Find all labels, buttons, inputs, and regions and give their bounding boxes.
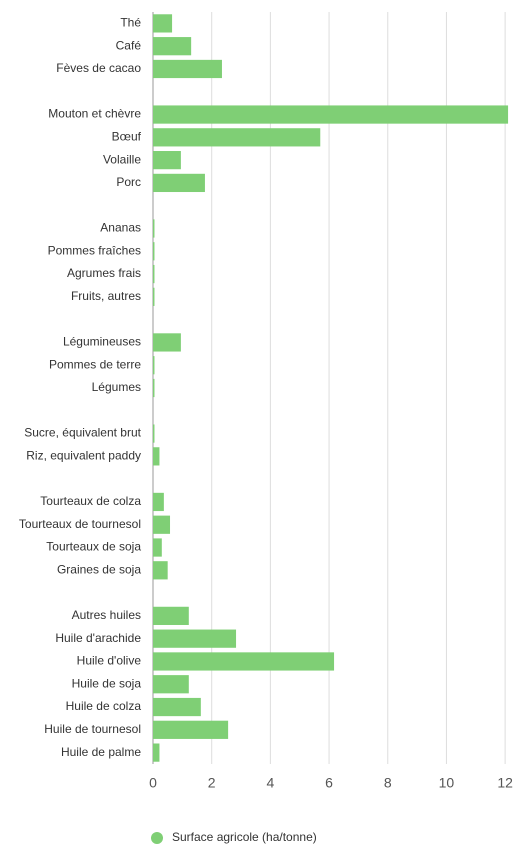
y-tick-label: Graines de soja bbox=[57, 562, 141, 576]
bar bbox=[153, 697, 201, 717]
bar bbox=[153, 606, 189, 625]
y-tick-label: Pommes fraîches bbox=[48, 243, 141, 257]
y-tick-label: Thé bbox=[120, 16, 141, 30]
bar bbox=[153, 538, 162, 557]
bar bbox=[153, 424, 155, 443]
bar bbox=[153, 264, 155, 284]
bar bbox=[153, 242, 155, 261]
y-tick-label: Pommes de terre bbox=[49, 357, 141, 371]
bar bbox=[153, 14, 173, 33]
bar bbox=[153, 492, 164, 512]
x-tick-label: 6 bbox=[325, 775, 333, 791]
x-tick-label: 4 bbox=[266, 775, 274, 791]
y-tick-label: Huile d'arachide bbox=[55, 631, 141, 645]
y-tick-label: Huile de tournesol bbox=[44, 722, 141, 736]
bar bbox=[153, 561, 168, 580]
bar bbox=[153, 37, 192, 56]
x-tick-label: 10 bbox=[439, 775, 455, 791]
y-tick-label: Agrumes frais bbox=[67, 266, 141, 280]
bar bbox=[153, 743, 160, 762]
x-tick-label: 2 bbox=[208, 775, 216, 791]
legend-swatch bbox=[151, 832, 163, 844]
bar bbox=[153, 515, 171, 534]
bar bbox=[153, 105, 509, 124]
x-tick-label: 12 bbox=[497, 775, 513, 791]
y-tick-label: Tourteaux de tournesol bbox=[19, 517, 141, 531]
y-tick-label: Ananas bbox=[100, 221, 141, 235]
bar bbox=[153, 356, 155, 375]
y-tick-label: Bœuf bbox=[112, 130, 142, 144]
y-tick-label: Légumineuses bbox=[63, 335, 141, 349]
bar bbox=[153, 447, 160, 466]
bar bbox=[153, 333, 181, 352]
bar bbox=[153, 287, 155, 306]
legend-label: Surface agricole (ha/tonne) bbox=[172, 830, 317, 844]
x-tick-label: 8 bbox=[384, 775, 392, 791]
bar bbox=[153, 378, 155, 398]
bar bbox=[153, 173, 205, 193]
y-tick-label: Huile d'olive bbox=[77, 654, 142, 668]
y-tick-label: Légumes bbox=[92, 380, 141, 394]
x-tick-label: 0 bbox=[149, 775, 157, 791]
y-tick-label: Tourteaux de soja bbox=[46, 540, 141, 554]
y-tick-label: Huile de colza bbox=[66, 699, 142, 713]
y-tick-label: Huile de soja bbox=[72, 676, 142, 690]
y-tick-label: Riz, equivalent paddy bbox=[26, 449, 141, 463]
bar bbox=[153, 219, 155, 238]
bar bbox=[153, 720, 229, 739]
y-tick-label: Mouton et chèvre bbox=[48, 107, 141, 121]
y-tick-label: Sucre, équivalent brut bbox=[24, 426, 141, 440]
y-tick-label: Café bbox=[116, 38, 142, 52]
y-tick-label: Autres huiles bbox=[72, 608, 141, 622]
bar bbox=[153, 629, 237, 648]
y-tick-label: Volaille bbox=[103, 152, 141, 166]
bar bbox=[153, 59, 222, 79]
y-tick-label: Tourteaux de colza bbox=[40, 494, 141, 508]
y-tick-label: Fruits, autres bbox=[71, 289, 141, 303]
y-tick-label: Huile de palme bbox=[61, 745, 141, 759]
bar bbox=[153, 652, 335, 671]
bar bbox=[153, 128, 321, 147]
y-tick-label: Fèves de cacao bbox=[56, 61, 141, 75]
y-tick-label: Porc bbox=[116, 175, 141, 189]
bar bbox=[153, 675, 189, 694]
bar bbox=[153, 151, 181, 170]
